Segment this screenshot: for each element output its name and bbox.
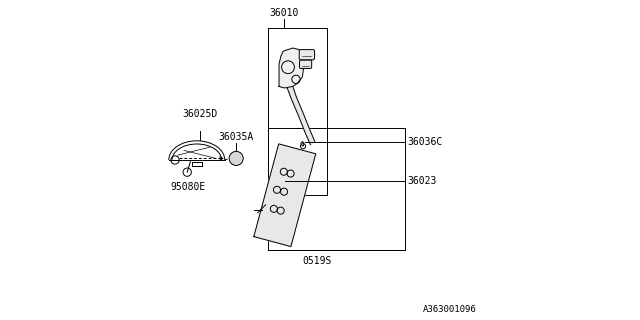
FancyBboxPatch shape (300, 50, 315, 60)
Text: 36010: 36010 (269, 8, 299, 18)
Text: 36035A: 36035A (218, 132, 254, 142)
Text: A363001096: A363001096 (422, 305, 476, 314)
Text: 36025D: 36025D (182, 109, 218, 119)
FancyBboxPatch shape (300, 60, 312, 68)
Text: 0519S: 0519S (302, 256, 332, 266)
Polygon shape (254, 144, 316, 246)
Text: 36036C: 36036C (407, 137, 442, 148)
Text: 95080E: 95080E (170, 182, 205, 192)
Circle shape (229, 151, 243, 165)
Text: 36023: 36023 (407, 176, 436, 186)
Polygon shape (287, 86, 315, 145)
Polygon shape (279, 48, 304, 88)
